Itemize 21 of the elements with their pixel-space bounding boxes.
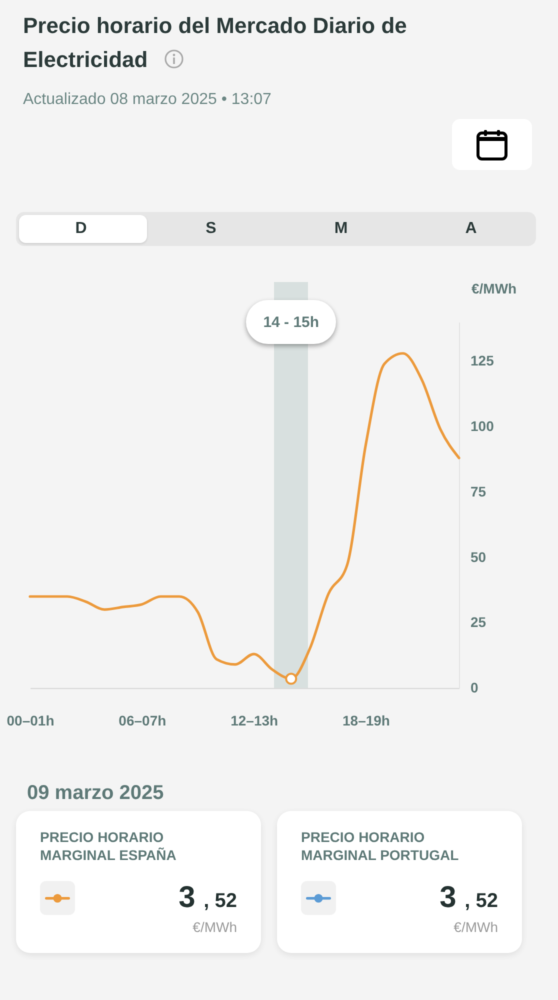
x-tick-label: 12–13h xyxy=(230,712,278,728)
x-tick-label: 06–07h xyxy=(118,712,166,728)
text: S xyxy=(204,219,218,239)
card: PRECIO HORARIO MARGINAL ESPAÑA 3 , 52 €/MWh xyxy=(16,811,261,953)
annotation: 14 - 15h xyxy=(263,314,320,330)
y-tick-label: 50 xyxy=(470,548,486,565)
y-tick-label: 100 xyxy=(470,418,494,434)
card: PRECIO HORARIO MARGINAL PORTUGAL 3 , 52 €/MWh xyxy=(277,811,522,953)
text: A xyxy=(464,219,478,239)
y-tick-label: 0 xyxy=(470,680,478,696)
x-tick-label: 18–19h xyxy=(342,712,390,728)
y-tick-label: 75 xyxy=(470,483,486,500)
text: M xyxy=(333,219,349,239)
y-tick-label: 25 xyxy=(470,614,486,630)
chart-subtitle: Actualizado 08 marzo 2025 • 13:07 xyxy=(23,91,272,109)
y-axis-title: €/MWh xyxy=(472,280,517,296)
y-tick-label: 125 xyxy=(470,352,494,369)
chart-title: Precio horario del Mercado Diario de Electricidad xyxy=(23,13,407,72)
tooltip: 14 - 15h xyxy=(246,300,336,344)
x-tick-label: 00–01h xyxy=(6,712,54,728)
text: 09 marzo 2025 xyxy=(27,782,164,805)
